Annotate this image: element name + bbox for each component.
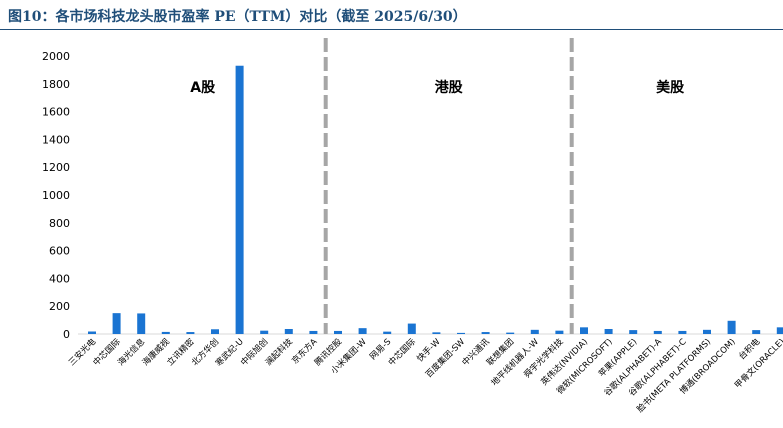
bar [629, 330, 638, 334]
bar [580, 327, 588, 334]
bar [235, 65, 244, 335]
bar [284, 328, 293, 334]
bar [776, 327, 783, 334]
y-tick-label: 1400 [42, 133, 70, 146]
bar [555, 330, 564, 334]
bar [407, 323, 416, 334]
bar [530, 329, 539, 334]
bar [186, 332, 195, 334]
bar [653, 330, 662, 334]
y-tick-label: 200 [49, 300, 70, 313]
y-tick-label: 0 [63, 328, 70, 341]
bar [457, 332, 465, 334]
bar [432, 332, 441, 334]
bar [88, 331, 96, 334]
bar [112, 313, 121, 334]
group-label: 美股 [656, 79, 685, 96]
bar [727, 320, 736, 334]
y-tick-label: 1000 [42, 189, 70, 202]
group-label: A股 [190, 80, 216, 96]
bar [358, 328, 367, 334]
bar [309, 330, 318, 334]
y-tick-label: 1800 [42, 78, 70, 91]
title-underline [0, 29, 783, 30]
y-tick-label: 400 [49, 272, 70, 285]
x-tick-label: 澜起科技 [263, 336, 295, 368]
y-tick-label: 1600 [42, 106, 70, 119]
bar [334, 330, 342, 334]
y-tick-label: 800 [49, 217, 70, 230]
bar [211, 329, 219, 334]
bar [752, 330, 761, 334]
group-label: 港股 [435, 79, 464, 96]
bar [383, 331, 392, 334]
bar [481, 332, 490, 334]
bar [161, 331, 170, 334]
bar [703, 329, 711, 334]
y-tick-label: 600 [49, 245, 70, 258]
bar [678, 330, 687, 334]
y-tick-label: 2000 [42, 50, 70, 63]
chart-title-bar: 图10：各市场科技龙头股市盈率 PE（TTM）对比（截至 2025/6/30） [0, 0, 783, 30]
bar [604, 328, 613, 334]
bar [260, 330, 269, 334]
bar [506, 332, 515, 334]
y-tick-label: 1200 [42, 161, 70, 174]
pe-bar-chart: 0 200 400 600 800 1000 1200 1400 1600 1800 2000 A股 港… [42, 38, 783, 415]
chart-title: 图10：各市场科技龙头股市盈率 PE（TTM）对比（截至 2025/6/30） [8, 9, 467, 25]
x-tick-label: 中芯国际 [386, 336, 418, 368]
bar [137, 313, 146, 334]
